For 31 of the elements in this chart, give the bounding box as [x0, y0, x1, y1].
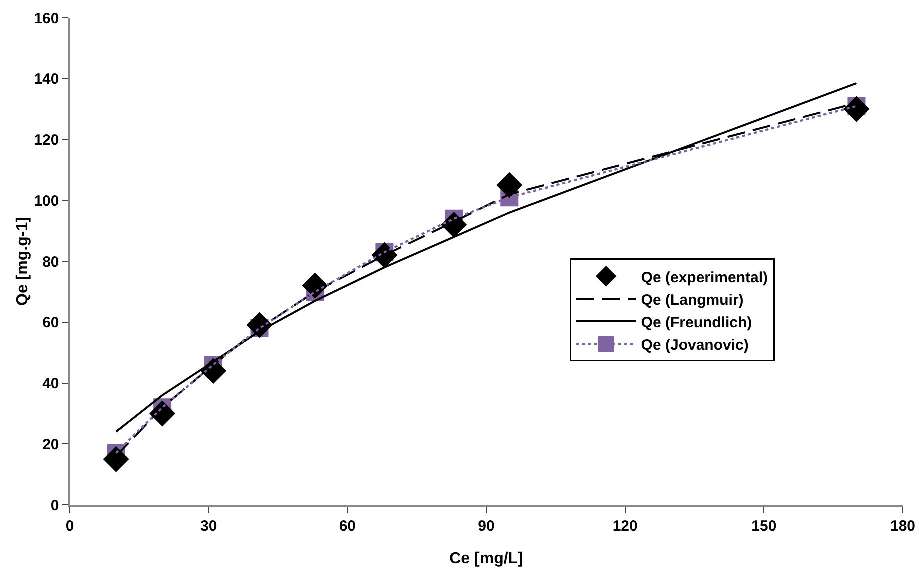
point: [302, 272, 328, 299]
legend-label: Qe (Freundlich): [641, 314, 752, 332]
y-tick-label: 20: [42, 436, 60, 454]
x-tick-label: 30: [200, 518, 218, 535]
point: [103, 446, 130, 472]
point: [200, 358, 226, 384]
y-tick-label: 160: [34, 10, 60, 28]
x-tick-label: 0: [66, 518, 74, 535]
x-tick-label: 60: [339, 518, 356, 535]
x-tick-label: 120: [612, 518, 638, 535]
x-tick-label: 90: [478, 518, 495, 535]
x-tick-label: 150: [752, 518, 777, 535]
y-tick-label: 80: [42, 254, 60, 271]
x-tick-label: 180: [890, 518, 916, 535]
point: [496, 172, 523, 198]
y-tick-label: 40: [42, 376, 60, 392]
y-tick-label: 120: [34, 132, 60, 149]
point: [441, 212, 468, 238]
y-tick-label: 100: [34, 192, 60, 210]
y-tick-label: 60: [42, 314, 60, 332]
legend-label: Qe (experimental): [641, 269, 768, 286]
y-axis-title: Qe [mg.g-1]: [14, 217, 32, 306]
point: [150, 400, 176, 427]
point: [372, 242, 398, 268]
x-axis-title: Ce [mg/L]: [450, 550, 524, 568]
legend-label: Qe (Jovanovic): [641, 336, 749, 354]
legend-label: Qe (Langmuir): [641, 292, 744, 309]
y-tick-label: 0: [50, 497, 60, 514]
point: [246, 312, 273, 338]
point: [844, 96, 870, 122]
y-tick-label: 140: [34, 71, 60, 88]
